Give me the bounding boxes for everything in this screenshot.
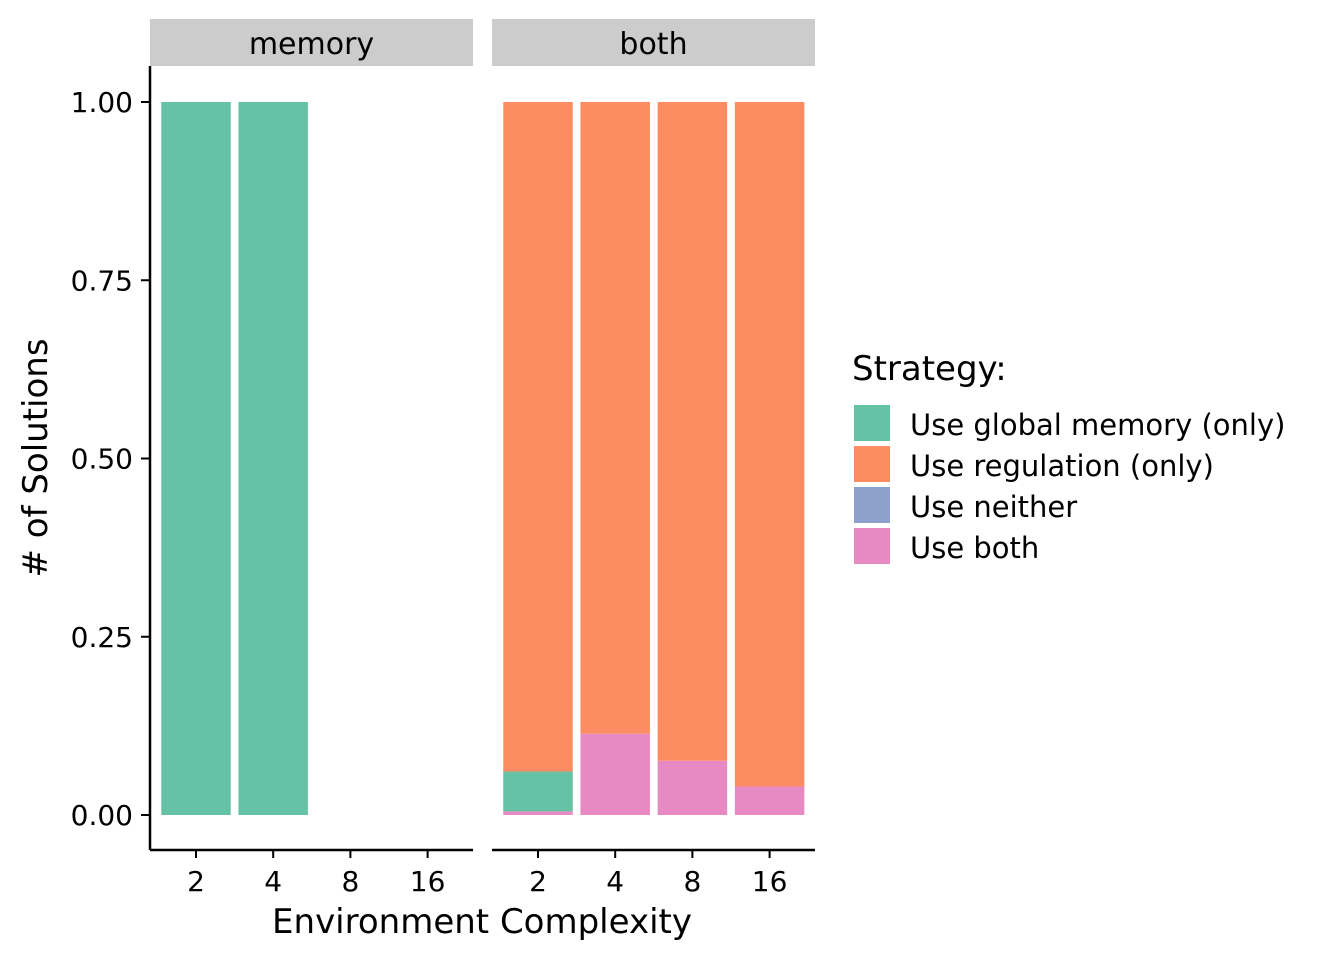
- strip-label: memory: [249, 27, 374, 62]
- bar-both-4-use-both: [580, 733, 650, 815]
- chart-panels: memory 2 4 8 16 both 2 4 8 16: [150, 19, 815, 898]
- bar-memory-2-use-global-memory-only-: [161, 102, 231, 815]
- strip-label: both: [619, 27, 687, 62]
- bar-both-16-use-regulation-only-: [734, 102, 805, 787]
- legend-swatch: [854, 405, 890, 441]
- bar-both-2-use-regulation-only-: [503, 102, 573, 772]
- bar-both-2-use-both: [503, 811, 573, 815]
- legend: Strategy: Use global memory (only) Use re…: [852, 349, 1285, 565]
- y-tick-label: 0.50: [71, 443, 133, 476]
- bar-both-2-use-global-memory-only-: [503, 771, 573, 812]
- x-axis-title: Environment Complexity: [272, 902, 692, 942]
- panel-both: both 2 4 8 16: [492, 19, 815, 898]
- bar-memory-4-use-global-memory-only-: [238, 102, 308, 815]
- legend-label: Use regulation (only): [910, 449, 1214, 483]
- x-tick-label: 4: [264, 865, 282, 898]
- legend-title: Strategy:: [852, 349, 1007, 389]
- x-tick-label: 2: [529, 865, 547, 898]
- legend-label: Use neither: [910, 490, 1077, 524]
- bar-both-8-use-regulation-only-: [657, 102, 728, 761]
- x-tick-label: 8: [341, 865, 359, 898]
- y-axis-title: # of Solutions: [16, 338, 56, 577]
- legend-label: Use both: [910, 531, 1039, 565]
- bar-both-4-use-regulation-only-: [580, 102, 650, 734]
- panel-memory: memory 2 4 8 16: [150, 19, 473, 898]
- legend-swatch: [854, 446, 890, 482]
- bar-both-8-use-both: [657, 760, 728, 815]
- x-tick-label: 2: [187, 865, 205, 898]
- x-tick-label: 8: [683, 865, 701, 898]
- bar-both-16-use-both: [734, 786, 805, 815]
- y-axis: 0.00 0.25 0.50 0.75 1.00: [71, 66, 152, 850]
- strip-background: [150, 19, 473, 66]
- y-tick-label: 1.00: [71, 86, 133, 119]
- x-tick-label: 16: [752, 865, 788, 898]
- y-tick-label: 0.00: [71, 799, 133, 832]
- strip-background: [492, 19, 815, 66]
- legend-label: Use global memory (only): [910, 408, 1285, 442]
- x-tick-label: 4: [606, 865, 624, 898]
- y-tick-label: 0.25: [71, 621, 133, 654]
- legend-swatch: [854, 528, 890, 564]
- y-tick-label: 0.75: [71, 264, 133, 297]
- legend-swatch: [854, 487, 890, 523]
- x-tick-label: 16: [410, 865, 446, 898]
